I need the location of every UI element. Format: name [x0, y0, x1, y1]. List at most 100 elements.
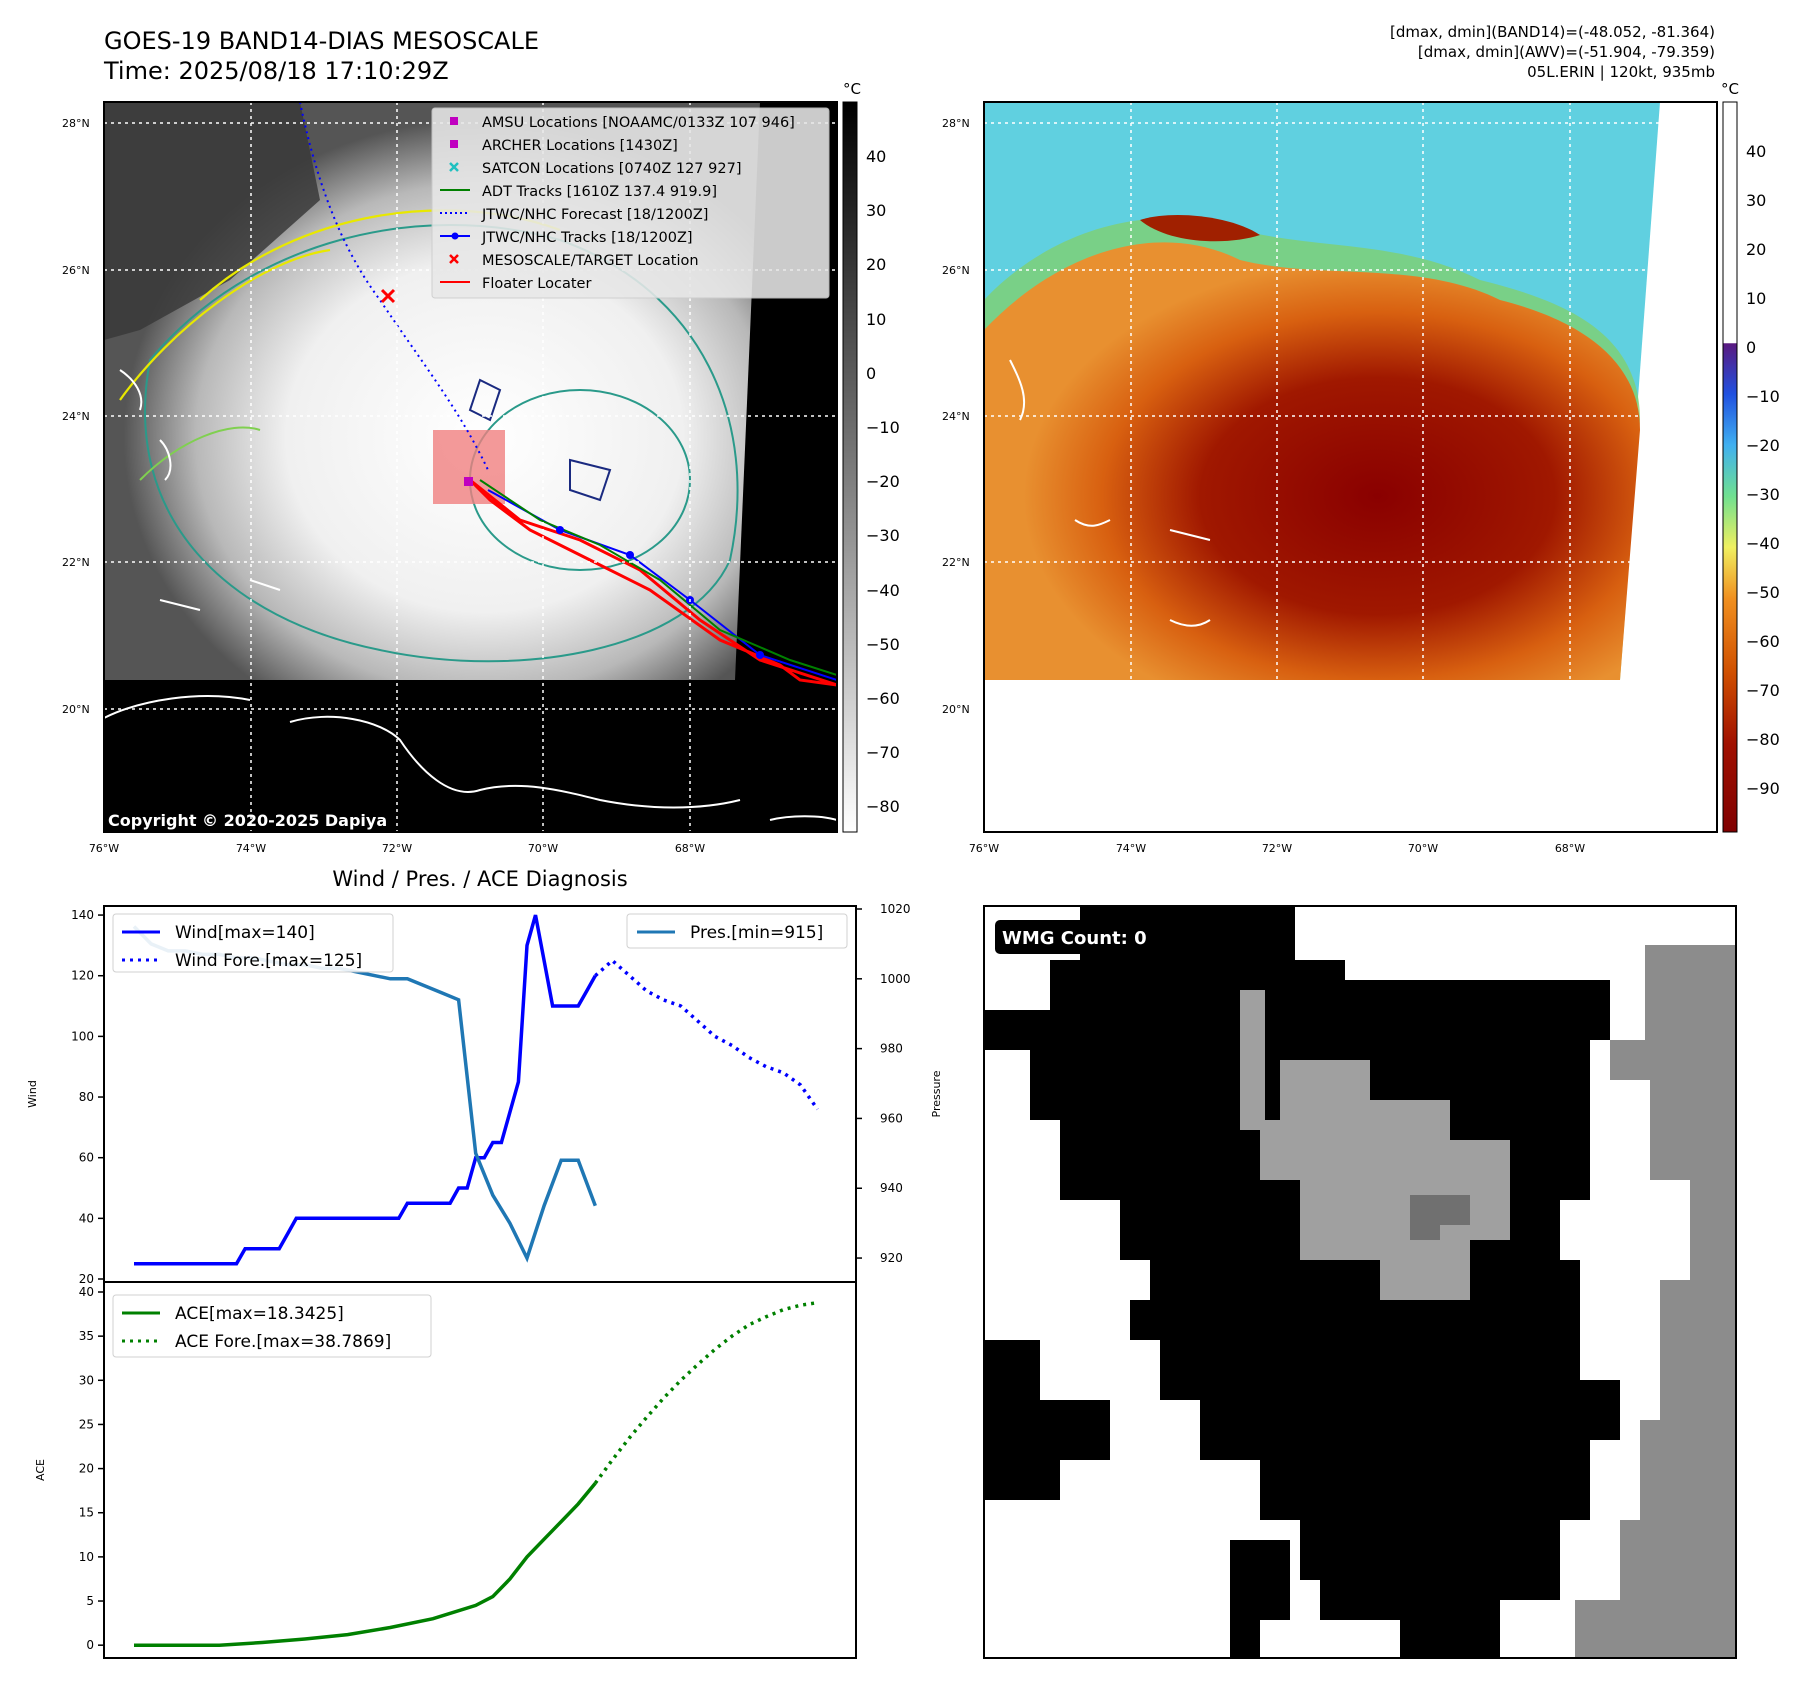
ace-tick-label: 30	[79, 1373, 94, 1387]
pressure-tick-label: 940	[880, 1181, 903, 1195]
awv-gridlines	[984, 102, 1717, 832]
ir-legend-entries: AMSU Locations [NOAAMC/0133Z 107 946] AR…	[440, 115, 795, 292]
wmg-warm-gray-region	[1575, 945, 1736, 1658]
wmg-cold-region	[984, 906, 1620, 1658]
awv-colorbar	[1722, 101, 1738, 833]
pressure-axis-label: Pressure	[930, 1070, 943, 1117]
lat-label: 20°N	[942, 703, 970, 716]
ace-tick-label: 25	[79, 1417, 94, 1431]
wmg-panel: WMG Count: 0	[983, 905, 1737, 1659]
legend-adt: ADT Tracks [1610Z 137.4 919.9]	[482, 184, 717, 200]
lon-label: 72°W	[1262, 842, 1292, 855]
legend-forecast: JTWC/NHC Forecast [18/1200Z]	[481, 207, 708, 223]
lon-label: 70°W	[528, 842, 558, 855]
ir-colorbar-ticks: 40 30 20 10 0 −10 −20 −30 −40 −50 −60 −7…	[866, 147, 900, 816]
colorbar-tick: 0	[866, 364, 876, 383]
lat-label: 26°N	[62, 264, 90, 277]
colorbar-tick: 40	[866, 147, 886, 166]
awv-map-frame	[983, 101, 1718, 833]
legend-marker-tracks-dot	[451, 232, 459, 240]
colorbar-tick: −50	[1746, 583, 1780, 602]
contour-yellow-2	[119, 248, 331, 401]
ace-axis-label: ACE	[34, 1459, 47, 1481]
awv-colorbar-unit: °C	[1721, 80, 1739, 98]
ace-tick-label: 20	[79, 1462, 94, 1476]
legend-marker-target	[449, 254, 459, 264]
mesoscale-target-marker	[380, 288, 396, 304]
ir-colorbar	[842, 101, 858, 833]
lon-label: 74°W	[236, 842, 266, 855]
lat-label: 28°N	[942, 117, 970, 130]
colorbar-tick: −20	[866, 472, 900, 491]
wmg-dark-gray-region	[1410, 1195, 1470, 1240]
wind-tick-label: 120	[71, 969, 94, 983]
wind-tick-label: 80	[79, 1090, 94, 1104]
lon-label: 68°W	[1555, 842, 1585, 855]
colorbar-tick: −60	[1746, 632, 1780, 651]
wmg-count-badge	[995, 920, 1175, 954]
wmg-cold-region-3	[1230, 1540, 1290, 1658]
colorbar-tick: −80	[866, 797, 900, 816]
legend-marker-amsu	[450, 117, 458, 125]
ir-legend	[431, 107, 830, 299]
series-line-wind-forecast	[594, 958, 819, 1111]
legend-wind: Wind[max=140]	[175, 923, 315, 943]
ir-map-frame	[103, 101, 838, 833]
colorbar-tick: 10	[1746, 289, 1766, 308]
storm-stats: [dmax, dmin](BAND14)=(-48.052, -81.364) …	[1390, 22, 1715, 82]
forecast-track	[299, 102, 489, 471]
wind-legend	[112, 913, 394, 973]
ace-series: 0 5 10 15 20 25 30 35 40	[79, 1285, 818, 1652]
colorbar-tick: −50	[866, 635, 900, 654]
awv-lon-labels: 76°W 74°W 72°W 70°W 68°W	[969, 842, 1585, 855]
colorbar-tick: 20	[1746, 240, 1766, 259]
coastline-bahamas	[119, 369, 281, 611]
colorbar-tick: −60	[866, 689, 900, 708]
colorbar-tick: −70	[1746, 681, 1780, 700]
copyright: Copyright © 2020-2025 Dapiya	[108, 811, 387, 830]
legend-marker-archer	[450, 140, 458, 148]
contour-navy	[468, 378, 612, 502]
colorbar-tick: 20	[866, 255, 886, 274]
lat-label: 22°N	[62, 556, 90, 569]
adt-track	[479, 479, 837, 676]
wmg-gray-region	[1260, 1060, 1510, 1300]
awv-lat-labels: 28°N 26°N 24°N 22°N 20°N	[942, 117, 970, 716]
legend-ace-fore: ACE Fore.[max=38.7869]	[175, 1332, 391, 1352]
legend-wind-fore: Wind Fore.[max=125]	[175, 951, 362, 971]
legend-floater: Floater Locater	[482, 276, 591, 292]
stats-line-1: [dmax, dmin](BAND14)=(-48.052, -81.364)	[1390, 23, 1715, 41]
ace-tick-label: 0	[86, 1638, 94, 1652]
legend-marker-satcon	[449, 162, 459, 172]
diagnosis-panels: Wind / Pres. / ACE Diagnosis Wind Pressu…	[26, 867, 943, 1659]
pressure-tick-label: 920	[880, 1251, 903, 1265]
track-point	[756, 651, 764, 659]
lat-label: 24°N	[942, 410, 970, 423]
wind-axis-label: Wind	[26, 1080, 39, 1108]
ir-map-panel: Copyright © 2020-2025 Dapiya AMSU Locati…	[62, 80, 900, 855]
series-line-ace	[134, 1482, 597, 1647]
stats-line-3: 05L.ERIN | 120kt, 935mb	[1527, 63, 1715, 81]
awv-colorbar-ticks: 40 30 20 10 0 −10 −20 −30 −40 −50 −60 −7…	[1746, 142, 1780, 798]
ir-lon-labels: 76°W 74°W 72°W 70°W 68°W	[89, 842, 705, 855]
stats-line-2: [dmax, dmin](AWV)=(-51.904, -79.359)	[1417, 43, 1715, 61]
colorbar-tick: −70	[866, 743, 900, 762]
wind-tick-label: 40	[79, 1211, 94, 1225]
legend-amsu: AMSU Locations [NOAAMC/0133Z 107 946]	[482, 115, 795, 131]
pressure-tick-label: 960	[880, 1111, 903, 1125]
colorbar-tick: −30	[1746, 485, 1780, 504]
wmg-count: WMG Count: 0	[1002, 928, 1147, 949]
lon-label: 74°W	[1116, 842, 1146, 855]
ace-legend	[112, 1294, 432, 1358]
floater-locater-track	[468, 478, 837, 687]
wmg-cold-region-2	[984, 1340, 1110, 1500]
colorbar-tick: −40	[1746, 534, 1780, 553]
awv-map-panel: 28°N 26°N 24°N 22°N 20°N 76°W 74°W 72°W …	[942, 80, 1780, 855]
contour-green	[139, 426, 261, 481]
series-line-wind	[134, 914, 597, 1266]
ace-tick-label: 15	[79, 1506, 94, 1520]
series-line-ace-forecast	[593, 1300, 818, 1485]
wmg-gray-region-2	[1240, 990, 1265, 1130]
wind-tick-label: 60	[79, 1151, 94, 1165]
ace-tick-label: 10	[79, 1550, 94, 1564]
